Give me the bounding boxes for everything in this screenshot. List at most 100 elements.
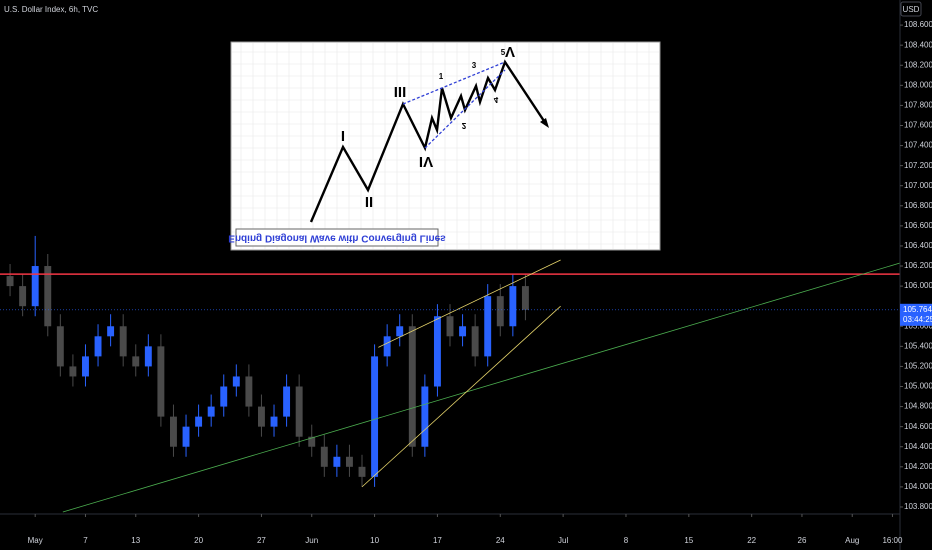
x-tick-label: 17 — [433, 536, 442, 545]
axes: 108.600 108.400 108.200 108.000 107.800 107.6… — [0, 20, 932, 545]
candle-body — [371, 356, 379, 477]
candle-body — [182, 426, 190, 447]
candle-body — [44, 266, 52, 327]
wave-label: 3 — [472, 61, 477, 70]
candle-body — [484, 296, 492, 357]
arrow-head — [540, 118, 549, 128]
chart-title: U.S. Dollar Index, 6h, TVC — [4, 5, 98, 14]
candle-body — [446, 316, 454, 337]
candle-body — [270, 416, 278, 427]
candle-body — [496, 296, 504, 327]
upper-converging-line — [402, 61, 506, 105]
wave-label: 4 — [494, 95, 499, 104]
wave-label: I — [341, 128, 345, 145]
candle-body — [245, 376, 253, 407]
caption-box — [235, 228, 439, 247]
y-tick-label: 107.400 — [904, 141, 932, 150]
candle-body — [56, 326, 64, 367]
candle-body — [333, 456, 341, 467]
candle-body — [509, 286, 517, 327]
inset-caption: Ending Diagonal Wave with Converging Lin… — [228, 232, 446, 243]
y-tick-label: 104.600 — [904, 422, 932, 431]
candle-body — [69, 366, 77, 377]
currency[interactable]: USD — [903, 5, 920, 14]
lower-converging-line — [424, 69, 506, 149]
x-tick-label: 20 — [194, 536, 203, 545]
candle-body — [358, 466, 366, 477]
candle-body — [421, 386, 429, 447]
y-tick-label: 107.600 — [904, 121, 932, 130]
trend-line — [62, 262, 901, 513]
candle-body — [433, 316, 441, 387]
candle-body — [19, 286, 27, 307]
x-tick-label: Jul — [558, 536, 568, 545]
candle-body — [320, 446, 328, 467]
candle-body — [283, 386, 291, 417]
candle-body — [94, 336, 102, 357]
candle-body — [157, 346, 165, 417]
wave-label: 5 — [501, 48, 506, 57]
candle-body — [31, 266, 39, 307]
plot-area — [6, 235, 529, 487]
candle-body — [345, 456, 353, 467]
y-tick-label: 108.400 — [904, 40, 932, 49]
y-tick-label: 103.800 — [904, 502, 932, 511]
wave-label: 1 — [439, 72, 444, 81]
x-tick-label: 7 — [83, 536, 88, 545]
candle-body — [207, 406, 215, 417]
x-tick-label: 24 — [496, 536, 505, 545]
wave-label: 2 — [462, 121, 467, 130]
y-tick-label: 105.200 — [904, 362, 932, 371]
x-tick-label: 13 — [131, 536, 140, 545]
y-tick-label: 107.000 — [904, 181, 932, 190]
inset-frame — [230, 41, 661, 251]
y-tick-label: 104.000 — [904, 482, 932, 491]
y-tick-label: 105.400 — [904, 341, 932, 350]
candle-body — [195, 416, 203, 427]
countdown: 03:44:25 — [903, 315, 932, 324]
candle-body — [119, 326, 127, 357]
wave-labels: I II III IV V 1 2 3 4 5 — [341, 43, 515, 211]
y-tick-label: 106.400 — [904, 241, 932, 250]
x-tick-label: May — [28, 536, 43, 545]
x-tick-label: Jun — [305, 536, 318, 545]
candle-body — [82, 356, 89, 377]
x-tick-label: 26 — [798, 536, 807, 545]
candle-body — [257, 406, 265, 427]
x-tick-label: 16:00 — [882, 536, 903, 545]
y-tick-label: 106.800 — [904, 201, 932, 210]
inset-picture: Ending Diagonal Wave with Converging Lin… — [228, 41, 661, 251]
inset-grid — [232, 43, 659, 249]
trend-line — [378, 259, 561, 348]
candle-body — [170, 416, 177, 447]
currency-box[interactable] — [900, 1, 922, 17]
x-tick-label: 27 — [257, 536, 266, 545]
x-tick-label: 15 — [684, 536, 693, 545]
candle-body — [459, 326, 467, 337]
y-tick-label: 108.200 — [904, 60, 932, 69]
x-tick-label: 10 — [370, 536, 379, 545]
candle-body — [220, 386, 228, 407]
last-price-label: 105.764 — [903, 305, 932, 314]
y-tick-label: 104.200 — [904, 462, 932, 471]
candle-body — [6, 276, 14, 287]
candle-body — [383, 336, 391, 357]
wave-path — [309, 59, 548, 223]
x-tick-label: 8 — [624, 536, 629, 545]
y-tick-label: 106.000 — [904, 281, 932, 290]
wave-label: IV — [419, 153, 433, 170]
y-tick-label: 108.000 — [904, 80, 932, 89]
y-tick-label: 106.200 — [904, 261, 932, 270]
y-tick-label: 104.400 — [904, 442, 932, 451]
candle-body — [295, 386, 303, 437]
wave-label: V — [505, 43, 515, 60]
y-tick-label: 107.800 — [904, 101, 932, 110]
wave-label: II — [365, 194, 373, 211]
y-tick-label: 104.800 — [904, 402, 932, 411]
y-tick-label: 107.200 — [904, 161, 932, 170]
y-tick-label: 105.000 — [904, 382, 932, 391]
wave-label: III — [394, 84, 407, 101]
candle-body — [232, 376, 240, 387]
trend-line — [361, 305, 561, 488]
